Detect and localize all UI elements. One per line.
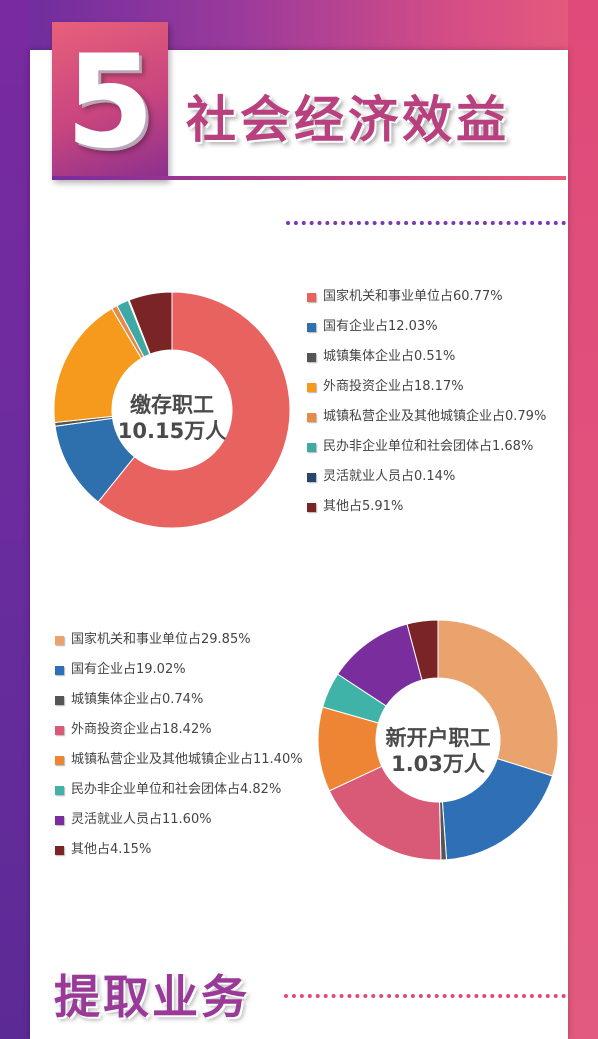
legend-swatch xyxy=(55,696,64,705)
center-label-line2: 1.03万人 xyxy=(391,752,485,776)
legend-swatch xyxy=(55,816,64,825)
legend-label: 其他占5.91% xyxy=(323,499,404,514)
chart-center-label-deposit: 缴存职工 10.15万人 xyxy=(112,392,232,444)
legend-item: 灵活就业人员占0.14% xyxy=(307,462,546,492)
legend-swatch xyxy=(307,293,316,302)
legend-item: 民办非企业单位和社会团体占1.68% xyxy=(307,432,546,462)
legend-item: 城镇私营企业及其他城镇企业占0.79% xyxy=(307,402,546,432)
donut-slice-4 xyxy=(328,765,442,861)
legend-label: 灵活就业人员占11.60% xyxy=(71,812,212,827)
legend-item: 灵活就业人员占11.60% xyxy=(55,805,303,835)
legend-label: 国有企业占19.02% xyxy=(71,662,186,677)
legend-label: 城镇私营企业及其他城镇企业占11.40% xyxy=(71,752,303,767)
legend-label: 国家机关和事业单位占60.77% xyxy=(323,289,503,304)
right-border xyxy=(568,0,598,1039)
legend-label: 灵活就业人员占0.14% xyxy=(323,469,456,484)
legend-item: 外商投资企业占18.42% xyxy=(55,715,303,745)
next-section-title: 提取业务 xyxy=(54,970,250,1024)
content-card xyxy=(30,50,568,1039)
legend-item: 国有企业占19.02% xyxy=(55,655,303,685)
donut-slice-1 xyxy=(97,291,291,529)
legend-label: 民办非企业单位和社会团体占4.82% xyxy=(71,782,282,797)
legend-label: 民办非企业单位和社会团体占1.68% xyxy=(323,439,534,454)
legend-item: 外商投资企业占18.17% xyxy=(307,372,546,402)
legend-label: 城镇集体企业占0.74% xyxy=(71,692,204,707)
legend-item: 城镇集体企业占0.51% xyxy=(307,342,546,372)
center-label-line2: 10.15万人 xyxy=(117,419,227,443)
legend-swatch xyxy=(307,353,316,362)
donut-slice-8 xyxy=(128,291,173,355)
chart-center-label-new-accounts: 新开户职工 1.03万人 xyxy=(373,725,503,777)
legend-swatch xyxy=(307,443,316,452)
donut-slice-8 xyxy=(406,619,439,681)
section-number: 5 xyxy=(65,28,155,177)
donut-chart-deposit xyxy=(53,291,291,529)
legend-label: 国家机关和事业单位占29.85% xyxy=(71,632,251,647)
legend-new-accounts: 国家机关和事业单位占29.85% 国有企业占19.02% 城镇集体企业占0.74% 外… xyxy=(55,625,303,865)
legend-label: 城镇私营企业及其他城镇企业占0.79% xyxy=(323,409,547,424)
legend-item: 国家机关和事业单位占29.85% xyxy=(55,625,303,655)
legend-item: 其他占5.91% xyxy=(307,492,546,522)
legend-swatch xyxy=(55,636,64,645)
legend-label: 国有企业占12.03% xyxy=(323,319,438,334)
dotted-divider-bottom xyxy=(284,994,566,998)
donut-slice-1 xyxy=(437,619,559,777)
section-title: 社会经济效益 xyxy=(186,91,510,149)
section-number-box: 5 xyxy=(52,22,168,180)
center-label-line1: 新开户职工 xyxy=(385,726,491,750)
legend-swatch xyxy=(307,383,316,392)
legend-label: 其他占4.15% xyxy=(71,842,152,857)
legend-item: 民办非企业单位和社会团体占4.82% xyxy=(55,775,303,805)
legend-swatch xyxy=(55,756,64,765)
legend-swatch xyxy=(55,846,64,855)
legend-swatch xyxy=(307,323,316,332)
legend-swatch xyxy=(307,473,316,482)
legend-swatch xyxy=(307,503,316,512)
legend-swatch xyxy=(55,786,64,795)
legend-item: 城镇集体企业占0.74% xyxy=(55,685,303,715)
dotted-divider-top xyxy=(286,221,566,225)
legend-item: 其他占4.15% xyxy=(55,835,303,865)
legend-label: 外商投资企业占18.17% xyxy=(323,379,464,394)
donut-chart-new-accounts xyxy=(317,619,559,861)
legend-swatch xyxy=(55,666,64,675)
title-underline xyxy=(52,176,566,180)
legend-swatch xyxy=(55,726,64,735)
center-label-line1: 缴存职工 xyxy=(130,393,214,417)
legend-item: 国有企业占12.03% xyxy=(307,312,546,342)
legend-label: 城镇集体企业占0.51% xyxy=(323,349,456,364)
legend-swatch xyxy=(307,413,316,422)
legend-deposit: 国家机关和事业单位占60.77% 国有企业占12.03% 城镇集体企业占0.51% 外… xyxy=(307,282,546,522)
legend-item: 国家机关和事业单位占60.77% xyxy=(307,282,546,312)
legend-label: 外商投资企业占18.42% xyxy=(71,722,212,737)
left-border xyxy=(0,0,30,1039)
legend-item: 城镇私营企业及其他城镇企业占11.40% xyxy=(55,745,303,775)
